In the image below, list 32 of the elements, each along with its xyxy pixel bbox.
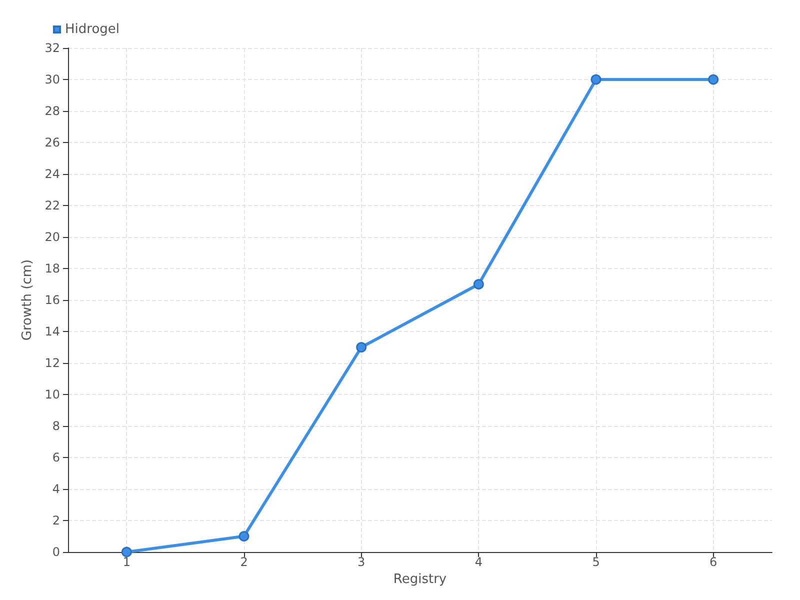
x-tick-label: 3 [358,555,366,569]
point [708,74,719,85]
y-tick-label: 28 [44,104,60,118]
point [238,531,250,542]
point [590,74,602,85]
y-tick-label: 0 [52,545,60,559]
y-tick-label: 30 [44,72,60,86]
y-tick-label: 2 [52,514,60,528]
x-tick-label: 5 [592,555,600,569]
y-tick-label: 20 [44,230,60,244]
y-tick-label: 24 [44,167,60,181]
y-tick-label: 16 [44,293,60,307]
y-tick-label: 26 [44,136,60,150]
x-tick-label: 1 [122,555,130,569]
point [356,342,367,352]
legend-label: Hidrogel [65,22,120,37]
x-axis-title: Registry [393,572,447,587]
y-tick-label: 8 [52,419,60,433]
y-tick-label: 6 [52,450,60,464]
x-tick-label: 2 [240,555,248,569]
y-tick-label: 4 [52,482,60,496]
y-tick-label: 22 [44,198,60,212]
y-tick-label: 10 [44,388,60,402]
y-tick-label: 12 [44,356,60,370]
y-axis-title: Growth (cm) [20,259,35,341]
y-tick-label: 18 [44,262,60,276]
point [121,546,132,558]
point [473,279,484,290]
y-tick-label: 14 [44,324,60,338]
x-tick-label: 6 [710,555,718,569]
x-tick-label: 4 [474,555,482,569]
y-tick-label: 32 [44,41,60,55]
